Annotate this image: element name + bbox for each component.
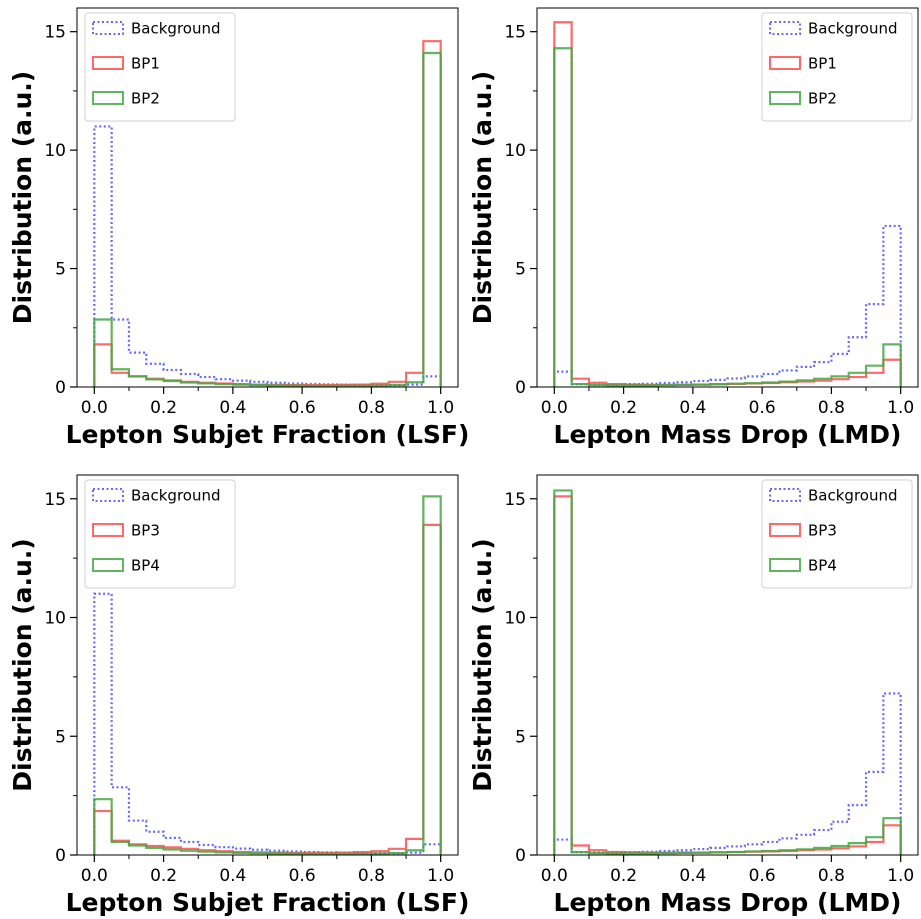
x-axis-title: Lepton Mass Drop (LMD): [554, 888, 902, 917]
legend-swatch-bp4: [769, 558, 801, 572]
y-axis-title: Distribution (a.u.): [468, 538, 497, 791]
legend-label-bp2: BP2: [808, 90, 837, 108]
legend: Background BP1 BP2: [84, 12, 236, 122]
chart-panel-3: 0.0 0.2 0.4 0.6 0.8 1.0 0 5 10 15 Lepton Subjet Fr…: [8, 474, 470, 917]
x-tick-label: 0.4: [219, 398, 246, 418]
x-tick-label: 0.4: [679, 866, 706, 886]
y-axis-title: Distribution (a.u.): [8, 538, 37, 791]
x-tick-label: 0.4: [679, 398, 706, 418]
x-tick-label: 1.0: [887, 866, 914, 886]
x-tick-label: 0.4: [219, 866, 246, 886]
y-axis-title: Distribution (a.u.): [8, 71, 37, 324]
y-tick-label: 5: [515, 260, 526, 280]
x-tick-label: 0.6: [289, 398, 316, 418]
y-tick-label: 10: [44, 609, 66, 629]
legend-swatch-bp4: [92, 558, 124, 572]
y-tick-label: 0: [55, 846, 66, 866]
legend-swatch-bp1: [92, 56, 124, 70]
y-tick-label: 0: [515, 378, 526, 398]
x-tick-label: 0.2: [610, 866, 637, 886]
y-tick-label: 0: [55, 378, 66, 398]
x-tick-label: 0.8: [358, 866, 385, 886]
y-tick-label: 15: [504, 490, 526, 510]
x-tick-label: 0.8: [818, 398, 845, 418]
legend-label-bp4: BP4: [808, 557, 837, 575]
x-tick-label: 1.0: [427, 398, 454, 418]
legend-label-background: Background: [808, 487, 898, 505]
legend-swatch-bp2: [92, 91, 124, 105]
x-tick-label: 0.2: [150, 398, 177, 418]
x-axis-title: Lepton Mass Drop (LMD): [554, 420, 902, 449]
x-axis-title: Lepton Subjet Fraction (LSF): [66, 420, 470, 449]
series-bp4-line: [553, 489, 902, 855]
x-tick-label: 1.0: [887, 398, 914, 418]
series-background-line: [553, 692, 902, 855]
legend-swatch-background: [769, 21, 801, 35]
series-bp2-line: [553, 47, 902, 387]
legend-label-background: Background: [808, 20, 898, 38]
legend-label-bp3: BP3: [131, 522, 160, 540]
y-tick-label: 5: [55, 727, 66, 747]
x-tick-label: 0.6: [749, 866, 776, 886]
y-tick-label: 10: [44, 141, 66, 161]
x-tick-label: 0.0: [541, 866, 568, 886]
chart-panel-2: 0.0 0.2 0.4 0.6 0.8 1.0 0 5 10 15 Lepton Mass Drop…: [468, 7, 919, 449]
legend-swatch-background: [92, 21, 124, 35]
x-tick-label: 0.0: [81, 398, 108, 418]
legend-swatch-bp3: [769, 523, 801, 537]
legend-swatch-bp3: [92, 523, 124, 537]
legend: Background BP3 BP4: [761, 479, 913, 589]
y-axis-title: Distribution (a.u.): [468, 71, 497, 324]
legend-label-bp1: BP1: [131, 55, 160, 73]
legend-label-background: Background: [131, 487, 221, 505]
x-tick-label: 0.8: [358, 398, 385, 418]
chart-panel-1: 0.0 0.2 0.4 0.6 0.8 1.0 0 5 10 15 Lepton Subjet Fr…: [8, 7, 470, 449]
y-tick-label: 15: [504, 23, 526, 43]
series-background-line: [553, 224, 902, 387]
x-tick-label: 0.0: [541, 398, 568, 418]
legend-label-bp3: BP3: [808, 522, 837, 540]
legend-label-bp2: BP2: [131, 90, 160, 108]
y-tick-label: 15: [44, 23, 66, 43]
x-tick-label: 1.0: [427, 866, 454, 886]
y-tick-label: 10: [504, 141, 526, 161]
x-tick-label: 0.0: [81, 866, 108, 886]
y-tick-label: 15: [44, 490, 66, 510]
legend: Background BP1 BP2: [761, 12, 913, 122]
legend-swatch-bp2: [769, 91, 801, 105]
legend-swatch-background: [769, 488, 801, 502]
series-background-line: [93, 125, 442, 387]
series-bp4-line: [93, 495, 442, 855]
x-tick-label: 0.2: [150, 866, 177, 886]
x-tick-label: 0.6: [289, 866, 316, 886]
y-tick-label: 10: [504, 609, 526, 629]
series-bp2-line: [93, 51, 442, 387]
legend-label-background: Background: [131, 20, 221, 38]
x-tick-label: 0.2: [610, 398, 637, 418]
x-tick-label: 0.6: [749, 398, 776, 418]
legend-label-bp4: BP4: [131, 557, 160, 575]
y-tick-label: 5: [55, 260, 66, 280]
legend-label-bp1: BP1: [808, 55, 837, 73]
x-axis-title: Lepton Subjet Fraction (LSF): [66, 888, 470, 917]
y-tick-label: 5: [515, 727, 526, 747]
chart-panel-4: 0.0 0.2 0.4 0.6 0.8 1.0 0 5 10 15 Lepton Mass Drop…: [468, 474, 919, 917]
series-background-line: [93, 592, 442, 855]
legend-swatch-background: [92, 488, 124, 502]
legend: Background BP3 BP4: [84, 479, 236, 589]
legend-swatch-bp1: [769, 56, 801, 70]
y-tick-label: 0: [515, 846, 526, 866]
x-tick-label: 0.8: [818, 866, 845, 886]
